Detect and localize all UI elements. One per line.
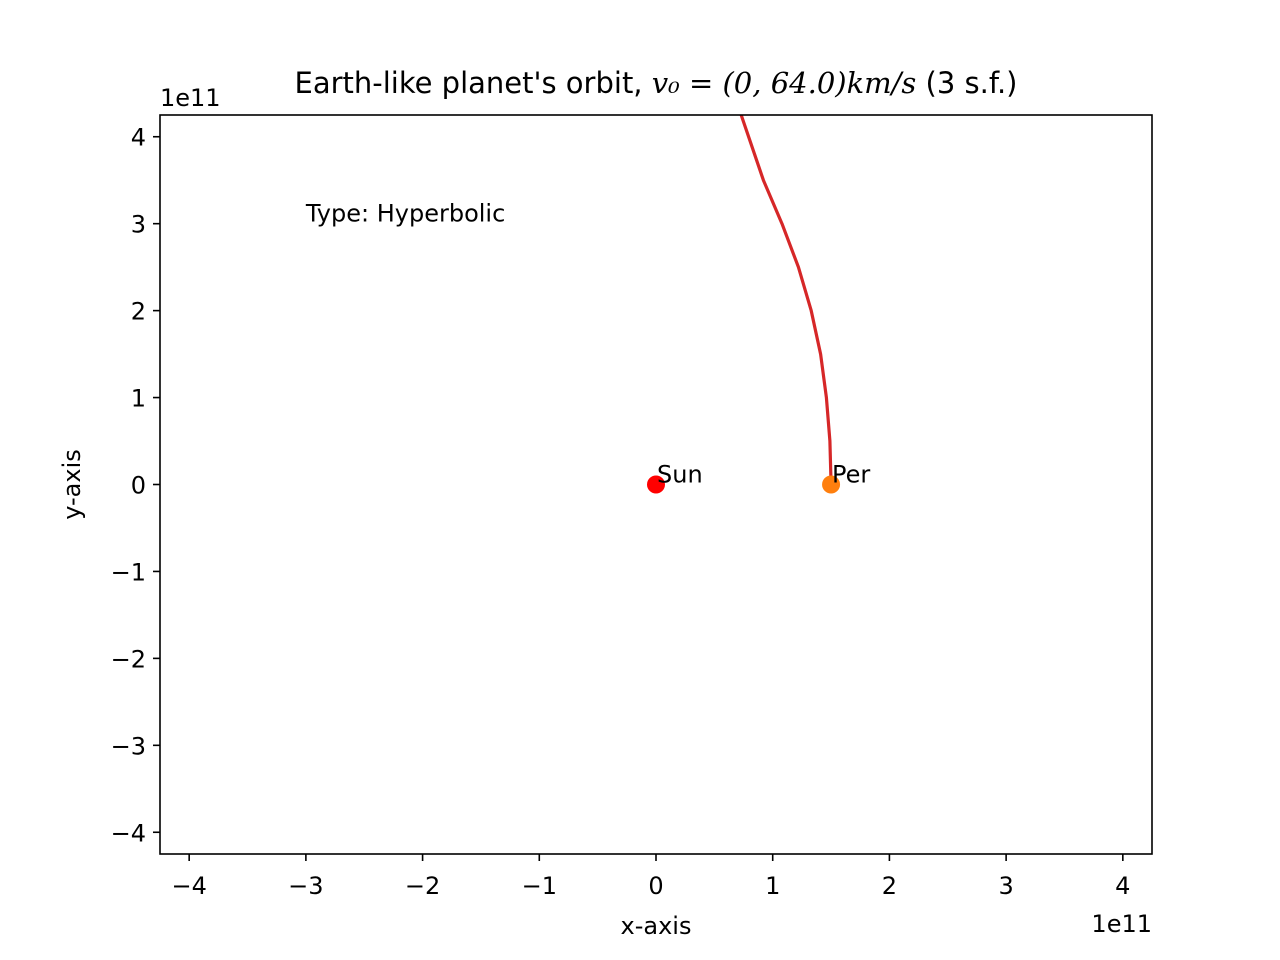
- y-tick-label: −3: [111, 732, 146, 760]
- point-per: [822, 475, 841, 494]
- point-label-sun: Sun: [657, 461, 703, 489]
- orbit-trajectory-line: [739, 114, 833, 485]
- y-axis-label: y-axis: [58, 449, 86, 520]
- chart-title-math: v₀ = (0, 64.0)km/s: [651, 66, 917, 100]
- x-tick-label: 4: [1115, 872, 1130, 900]
- orbit-type-annotation: Type: Hyperbolic: [305, 200, 505, 228]
- plot-area: Sun Per: [647, 114, 870, 494]
- y-tick-label: 0: [131, 472, 146, 500]
- x-tick-label: 1: [765, 872, 780, 900]
- y-tick-label: 2: [131, 298, 146, 326]
- point-sun: [647, 475, 665, 494]
- x-tick-label: 3: [998, 872, 1013, 900]
- axis-ticks: −4 −4 −3 −3 −2 −2 −1 −1 0 0 1 1 2 2 3 3 4 4: [111, 124, 1131, 900]
- x-tick-label: −3: [288, 872, 323, 900]
- y-tick-label: −4: [111, 819, 146, 847]
- y-tick-label: 1: [131, 385, 146, 413]
- x-tick-label: −2: [405, 872, 440, 900]
- chart-title-prefix: Earth-like planet's orbit,: [294, 66, 652, 100]
- y-tick-label: 4: [131, 124, 146, 152]
- x-offset-label: 1e11: [1091, 910, 1152, 938]
- chart-title-suffix: (3 s.f.): [916, 66, 1018, 100]
- x-tick-label: −4: [171, 872, 206, 900]
- y-tick-label: 3: [131, 211, 146, 239]
- x-tick-label: 2: [882, 872, 897, 900]
- point-label-per: Per: [832, 461, 870, 489]
- y-tick-label: −2: [111, 645, 146, 673]
- x-tick-label: 0: [648, 872, 663, 900]
- x-tick-label: −1: [522, 872, 557, 900]
- x-axis-label: x-axis: [621, 912, 692, 940]
- y-offset-label: 1e11: [160, 84, 221, 112]
- y-tick-label: −1: [111, 558, 146, 586]
- chart-title: Earth-like planet's orbit, v₀ = (0, 64.0…: [0, 66, 1280, 100]
